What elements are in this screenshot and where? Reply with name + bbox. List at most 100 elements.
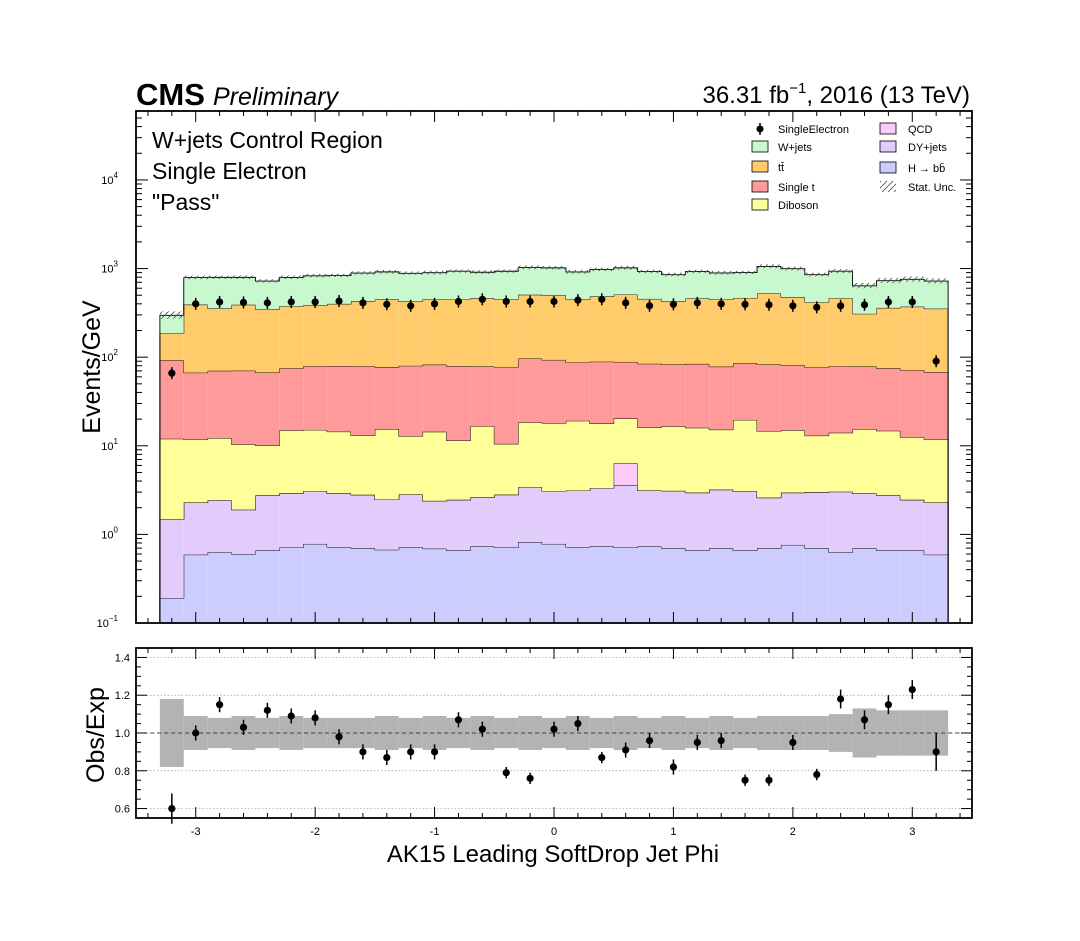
bar-ttbar	[303, 305, 328, 367]
bar-dyjets	[446, 499, 471, 551]
bar-singlet	[470, 366, 495, 427]
bar-wjets	[183, 277, 208, 305]
bar-singlet	[709, 366, 734, 430]
svg-text:Stat. Unc.: Stat. Unc.	[908, 182, 956, 194]
data-point	[263, 296, 271, 309]
bar-singlet	[398, 365, 423, 437]
data-point	[884, 295, 893, 308]
bar-dyjets	[589, 488, 614, 547]
bar-singlet	[255, 372, 280, 446]
bar-singlet	[422, 364, 447, 432]
stat-unc-bin	[613, 265, 638, 270]
ratio-point	[335, 729, 343, 745]
bar-dyjets	[350, 494, 375, 549]
bar-diboson	[398, 436, 423, 495]
ratio-point	[454, 712, 463, 728]
bar-wjets	[398, 273, 423, 302]
bar-ttbar	[924, 308, 949, 373]
bar-singlet	[613, 361, 638, 419]
bar-diboson	[852, 429, 877, 494]
ratio-point	[263, 702, 271, 718]
region-channel: Single Electron	[152, 158, 307, 184]
svg-text:DY+jets: DY+jets	[908, 142, 947, 154]
legend-swatch-wjets	[751, 140, 769, 153]
bar-ttbar	[231, 304, 256, 371]
bar-ttbar	[709, 299, 734, 367]
bar-hbb	[518, 542, 543, 623]
bar-singlet	[780, 365, 805, 431]
stack-singlet	[159, 358, 949, 623]
legend-entry-statunc: Stat. Unc.	[880, 181, 956, 194]
y-tick-label-bottom: 0.6	[115, 804, 130, 816]
bar-wjets	[733, 272, 758, 298]
stat-unc-bin	[446, 269, 471, 273]
data-point	[693, 296, 701, 309]
stat-unc-bin	[542, 266, 566, 270]
bar-singlet	[374, 366, 399, 429]
bar-dyjets	[757, 497, 781, 549]
bar-dyjets	[542, 491, 566, 544]
bar-hbb	[924, 554, 949, 623]
ratio-point	[550, 721, 558, 737]
data-point	[335, 295, 343, 308]
ratio-point	[884, 695, 893, 715]
data-point	[813, 301, 821, 314]
bar-wjets	[709, 272, 734, 300]
bar-diboson	[804, 435, 829, 493]
ratio-point	[717, 733, 725, 749]
ratio-point	[287, 708, 295, 724]
bar-dyjets	[613, 484, 638, 548]
bar-singlet	[589, 361, 614, 424]
bar-hbb	[661, 548, 686, 623]
bar-hbb	[852, 548, 877, 623]
bar-dyjets	[852, 493, 877, 549]
stat-unc-bin	[518, 265, 543, 270]
bar-singlet	[685, 363, 710, 428]
ratio-point	[192, 725, 200, 741]
bar-diboson	[446, 440, 471, 500]
ratio-point	[526, 772, 534, 784]
stat-unc-bin	[327, 273, 351, 278]
bar-singlet	[327, 366, 351, 432]
bar-ttbar	[685, 298, 710, 364]
bar-singlet	[637, 363, 662, 428]
bar-ttbar	[900, 306, 925, 371]
ratio-point	[908, 680, 916, 699]
bar-wjets	[589, 269, 614, 297]
bar-hbb	[446, 550, 471, 623]
bar-dyjets	[876, 495, 901, 551]
bar-hbb	[494, 547, 519, 623]
bar-ttbar	[565, 299, 590, 363]
bar-dyjets	[303, 491, 328, 544]
bar-singlet	[303, 366, 328, 430]
ratio-point	[407, 744, 415, 760]
x-tick-label: -1	[430, 826, 440, 838]
bar-singlet	[876, 368, 901, 431]
bar-hbb	[900, 550, 925, 623]
bar-diboson	[303, 429, 328, 492]
bar-dyjets	[231, 509, 256, 555]
bar-hbb	[398, 547, 423, 623]
legend-swatch-qcd	[879, 122, 897, 135]
bar-dyjets	[637, 490, 662, 547]
bar-hbb	[159, 598, 184, 623]
stat-unc-bin	[709, 270, 734, 275]
bar-hbb	[804, 548, 829, 623]
bar-hbb	[470, 546, 495, 623]
ratio-point	[359, 744, 367, 760]
bar-dyjets	[709, 489, 734, 549]
y-axis-label-top: Events/GeV	[78, 300, 106, 434]
legend-swatch-ttbar	[751, 160, 769, 173]
stat-unc-bin	[852, 282, 877, 289]
ratio-point	[837, 689, 845, 709]
ratio-unc-bin	[207, 717, 232, 749]
stat-unc-bin	[422, 270, 447, 275]
bar-diboson	[494, 443, 519, 495]
bar-singlet	[183, 372, 208, 440]
bar-singlet	[446, 366, 471, 441]
stat-unc-bin	[780, 266, 805, 271]
bar-dyjets	[470, 497, 495, 547]
bar-hbb	[709, 548, 734, 623]
bar-singlet	[350, 366, 375, 436]
